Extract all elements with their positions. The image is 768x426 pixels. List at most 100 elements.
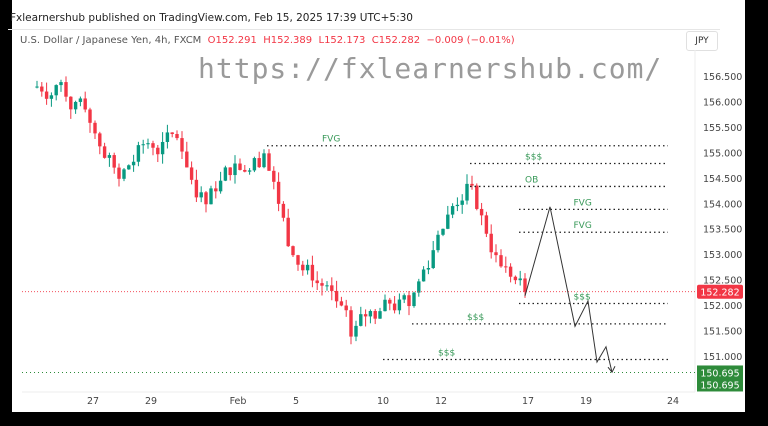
candle-body: [315, 280, 319, 284]
candle-body: [165, 132, 170, 142]
candle-body: [383, 299, 387, 312]
level-label: $$$: [574, 293, 591, 303]
time-tick-label: 19: [580, 396, 592, 407]
candle-body: [49, 95, 54, 99]
candle-body: [301, 264, 305, 271]
candle-body: [233, 163, 237, 176]
candle-body: [388, 299, 392, 304]
level-label: OB: [525, 175, 538, 185]
price-tick-label: 155.500: [703, 123, 742, 134]
level-label: $$$: [438, 348, 455, 358]
candle-body: [504, 266, 508, 268]
candle-body: [518, 278, 522, 281]
candle-body: [431, 250, 435, 269]
time-tick-label: 10: [377, 396, 389, 407]
change-value: −0.009 (−0.01%): [426, 35, 515, 46]
candle-body: [460, 200, 464, 205]
candle-body: [156, 147, 160, 155]
candle-body: [267, 153, 271, 171]
currency-button[interactable]: JPY: [686, 31, 718, 51]
candle-body: [117, 167, 121, 179]
high-value: H152.389: [263, 35, 313, 46]
candle-body: [185, 151, 189, 168]
candle-body: [479, 208, 484, 216]
open-value: O152.291: [207, 35, 257, 46]
price-tick-label: 151.000: [703, 352, 742, 363]
candle-body: [44, 91, 49, 99]
candle-body: [286, 217, 290, 247]
candle-body: [257, 158, 261, 168]
candle-body: [64, 82, 68, 97]
projection-path: [524, 206, 613, 373]
price-tick-label: 153.000: [703, 250, 742, 261]
chart-frame: [12, 0, 745, 412]
level-label: FVG: [322, 135, 340, 145]
candle-body: [40, 86, 44, 92]
candle-body: [59, 82, 63, 86]
candle-body: [151, 143, 155, 148]
price-tick-label: 152.500: [703, 276, 742, 287]
candle-body: [243, 169, 247, 172]
candle-body: [122, 169, 126, 179]
candle-body: [426, 268, 431, 270]
candle-body: [325, 285, 329, 287]
price-tick-label: 156.000: [703, 97, 742, 108]
candle-body: [455, 204, 460, 207]
candle-body: [494, 252, 498, 256]
time-tick-label: 5: [293, 396, 299, 407]
candle-body: [127, 165, 131, 170]
candle-body: [247, 170, 252, 172]
candle-body: [513, 276, 518, 281]
candle-body: [88, 109, 92, 123]
candle-body: [397, 299, 402, 311]
candle-body: [214, 188, 218, 192]
time-tick-label: 17: [522, 396, 534, 407]
candle-body: [35, 86, 39, 88]
candle-body: [349, 310, 353, 337]
time-tick-label: Feb: [230, 396, 247, 407]
candle-body: [272, 170, 276, 182]
price-tick-label: 151.500: [703, 327, 742, 338]
low-value: L152.173: [318, 35, 366, 46]
candle-body: [475, 185, 479, 209]
watermark: https://fxlearnershub.com/: [198, 52, 663, 85]
candle-body: [441, 228, 445, 235]
candle-body: [141, 144, 145, 146]
candle-body: [194, 179, 199, 198]
price-tick-label: 154.000: [703, 199, 742, 210]
candle-body: [262, 153, 266, 168]
price-tick-label: 152.000: [703, 301, 742, 312]
candle-body: [421, 269, 426, 282]
candle-body: [199, 192, 203, 198]
candle-body: [465, 183, 469, 201]
level-label: $$$: [467, 313, 484, 323]
candle-body: [78, 98, 83, 102]
candle-body: [98, 133, 102, 147]
level-label: $$$: [525, 153, 542, 163]
candle-body: [446, 214, 450, 229]
candle-body: [69, 96, 73, 110]
candle-body: [412, 292, 416, 307]
candle-body: [102, 146, 107, 158]
candle-body: [363, 314, 368, 317]
candle-body: [354, 325, 358, 337]
candle-body: [131, 161, 136, 166]
candle-body: [204, 192, 208, 205]
symbol-name[interactable]: U.S. Dollar / Japanese Yen, 4h, FXCM: [20, 35, 202, 46]
target-price-badge: [697, 365, 743, 392]
arrow-head-icon: [607, 365, 616, 374]
candle-body: [160, 141, 165, 155]
publisher-line: Fxlearnershub published on TradingView.c…: [10, 12, 413, 24]
candle-body: [112, 155, 116, 168]
candle-body: [310, 264, 315, 281]
candle-body: [334, 290, 339, 302]
candle-body: [499, 255, 503, 267]
candle-body: [238, 163, 242, 170]
candle-body: [218, 180, 223, 192]
candle-body: [146, 143, 150, 145]
candle-body: [73, 101, 78, 110]
candle-body: [93, 122, 97, 134]
candle-body: [305, 264, 310, 271]
price-tick-label: 155.000: [703, 148, 742, 159]
